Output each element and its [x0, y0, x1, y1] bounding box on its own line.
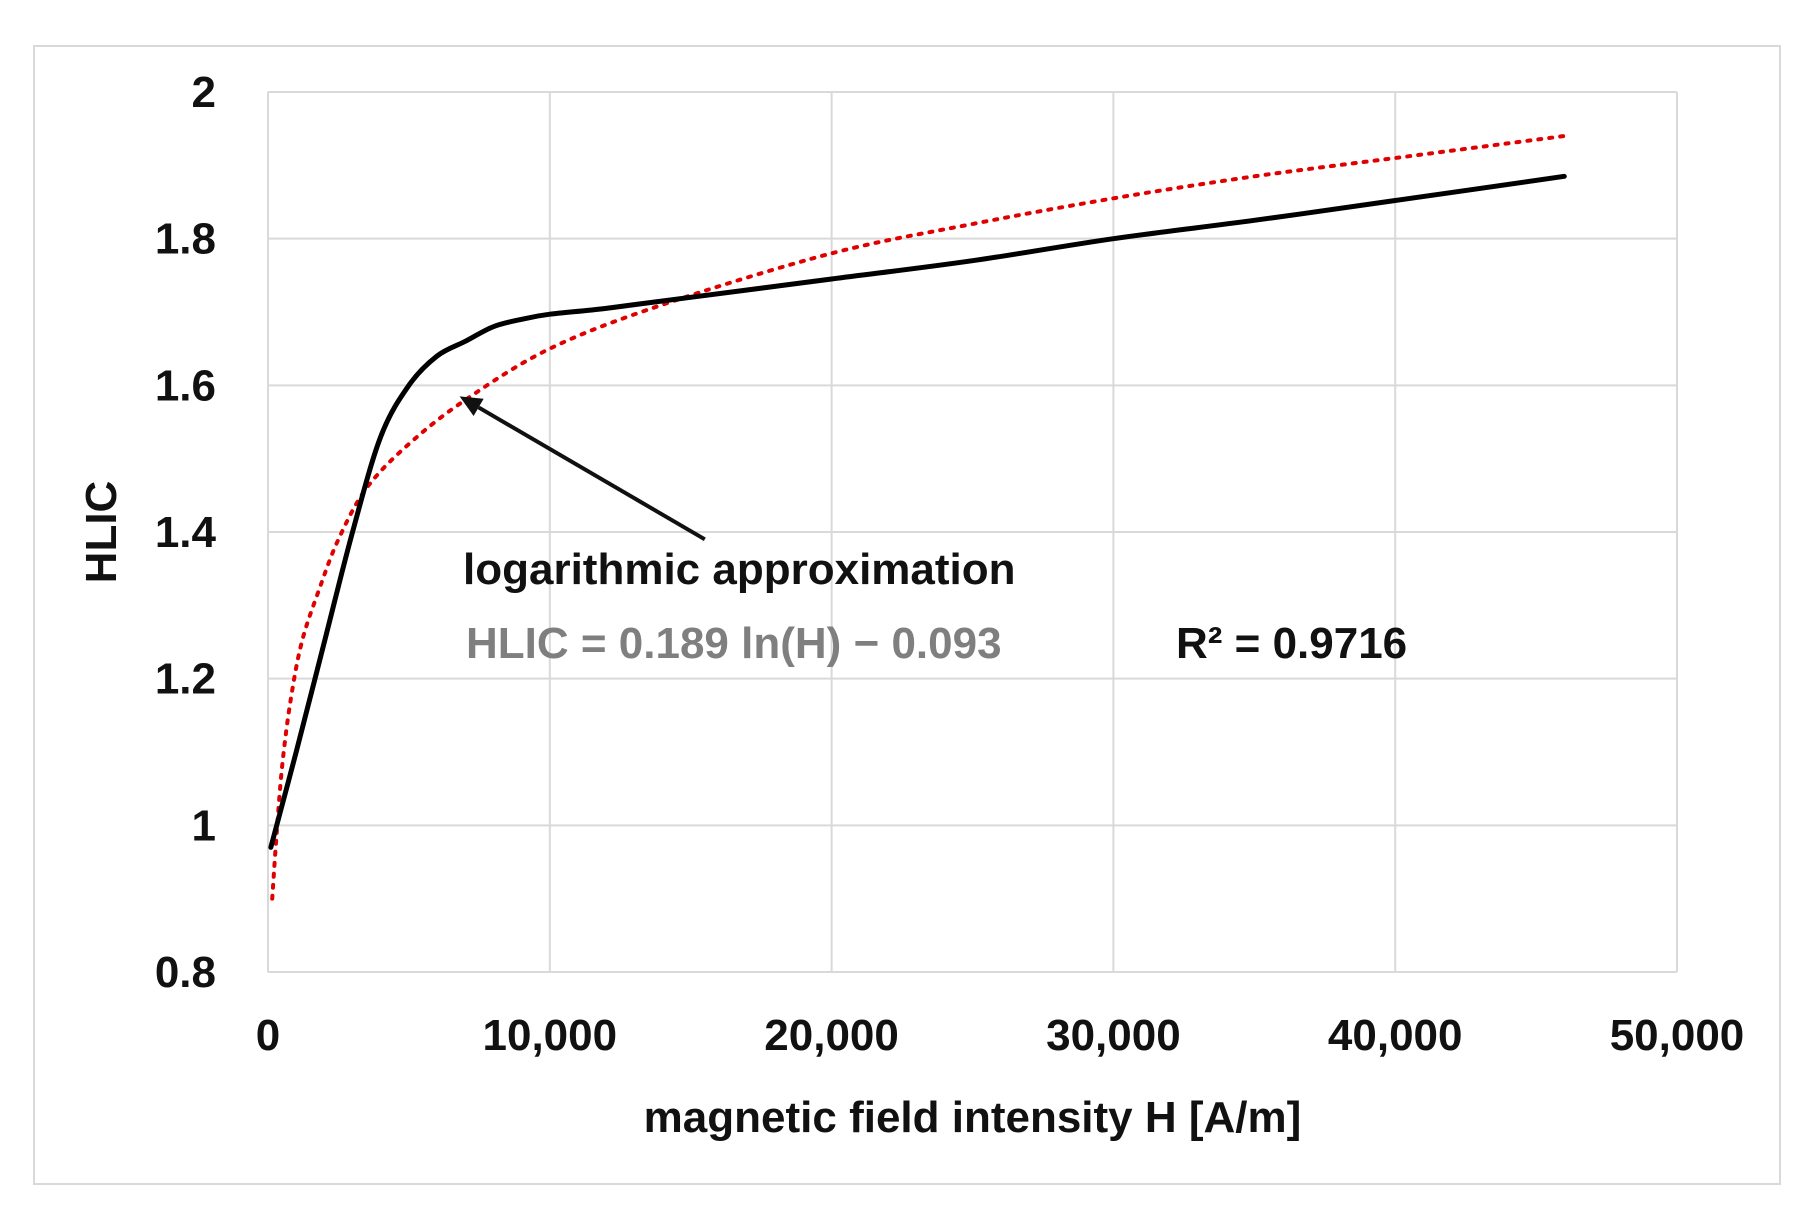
annotation-label: logarithmic approximation: [463, 545, 1016, 594]
y-tick-label: 1.2: [155, 655, 216, 704]
fit-series-line: [270, 134, 1567, 901]
x-tick-label: 30,000: [1046, 1011, 1181, 1060]
x-tick-label: 50,000: [1610, 1011, 1745, 1060]
series-layer: [268, 134, 1567, 901]
y-axis-ticks: 0.8 1 1.2 1.4 1.6 1.8 2: [155, 68, 217, 997]
y-tick-label: 1.4: [155, 508, 217, 557]
x-axis-ticks: 0 10,000 20,000 30,000 40,000 50,000: [256, 1011, 1745, 1060]
annotation-arrow: [477, 405, 706, 542]
annotation-arrowhead: [459, 396, 484, 417]
x-tick-label: 20,000: [764, 1011, 899, 1060]
y-tick-label: 1: [192, 801, 216, 850]
y-tick-label: 1.6: [155, 361, 216, 410]
y-tick-label: 0.8: [155, 948, 216, 997]
grid: [267, 91, 1678, 973]
y-tick-label: 2: [192, 68, 216, 117]
x-tick-label: 0: [256, 1011, 280, 1060]
r-squared-label: R² = 0.9716: [1176, 619, 1407, 668]
data-series-line: [268, 173, 1567, 850]
x-axis-title: magnetic field intensity H [A/m]: [644, 1093, 1302, 1142]
annotation: logarithmic approximation HLIC = 0.189 l…: [459, 396, 1407, 668]
y-tick-label: 1.8: [155, 215, 216, 264]
x-tick-label: 40,000: [1328, 1011, 1463, 1060]
x-tick-label: 10,000: [483, 1011, 618, 1060]
fit-equation: HLIC = 0.189 ln(H) − 0.093: [466, 619, 1002, 668]
y-axis-title: HLIC: [77, 481, 126, 584]
